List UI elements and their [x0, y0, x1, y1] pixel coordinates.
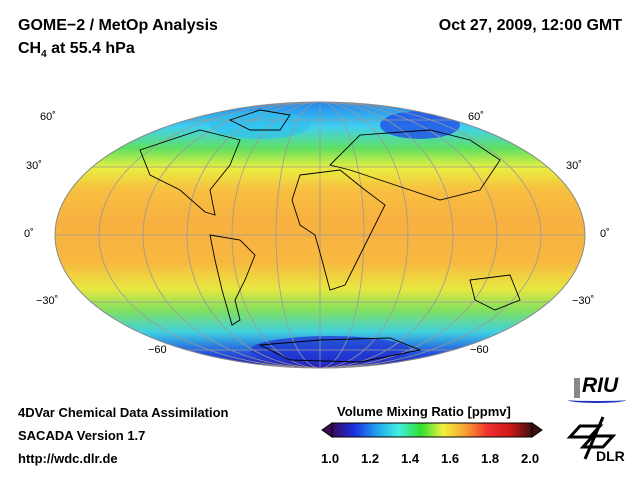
map-border [54, 101, 586, 369]
lat-label-left: −30˚ [36, 295, 59, 307]
dlr-logo-text: DLR [596, 448, 625, 464]
coastlines [139, 109, 521, 363]
lat-label-right: 0˚ [600, 228, 610, 240]
lat-label-left: 0˚ [24, 228, 34, 240]
map-subtitle: CH4 at 55.4 hPa [18, 40, 135, 60]
lat-label-left: 60˚ [40, 111, 56, 123]
tower-icon [574, 378, 580, 398]
map-title: GOME−2 / MetOp Analysis [18, 17, 218, 34]
colorbar-tick: 2.0 [521, 451, 540, 466]
colorbar-tick: 1.4 [401, 451, 420, 466]
lat-label-left: 30˚ [26, 160, 42, 172]
riu-logo: RIU [568, 372, 628, 403]
footer-line-1: 4DVar Chemical Data Assimilation [18, 405, 229, 420]
date-time: Oct 27, 2009, 12:00 GMT [438, 17, 622, 34]
species: CH [18, 40, 42, 57]
species-subscript: 4 [41, 49, 47, 61]
colorbar-tick: 1.2 [361, 451, 380, 466]
colorbar-tick: 1.6 [441, 451, 460, 466]
colorbar-title: Volume Mixing Ratio [ppmv] [337, 404, 511, 419]
colorbar-tick: 1.0 [321, 451, 340, 466]
dlr-logo-icon [566, 416, 617, 460]
lat-label-right: −60 [470, 344, 489, 356]
colorbar-tick: 1.8 [481, 451, 500, 466]
footer-url[interactable]: http://wdc.dlr.de [18, 451, 118, 466]
lat-label-left: −60 [148, 344, 167, 356]
footer-line-2: SACADA Version 1.7 [18, 428, 146, 443]
wave-icon [568, 397, 626, 403]
lat-label-right: −30˚ [572, 295, 595, 307]
riu-logo-text: RIU [582, 374, 619, 397]
lat-label-right: 60˚ [468, 111, 484, 123]
pressure-level: at 55.4 hPa [46, 40, 135, 57]
lat-label-right: 30˚ [566, 160, 582, 172]
